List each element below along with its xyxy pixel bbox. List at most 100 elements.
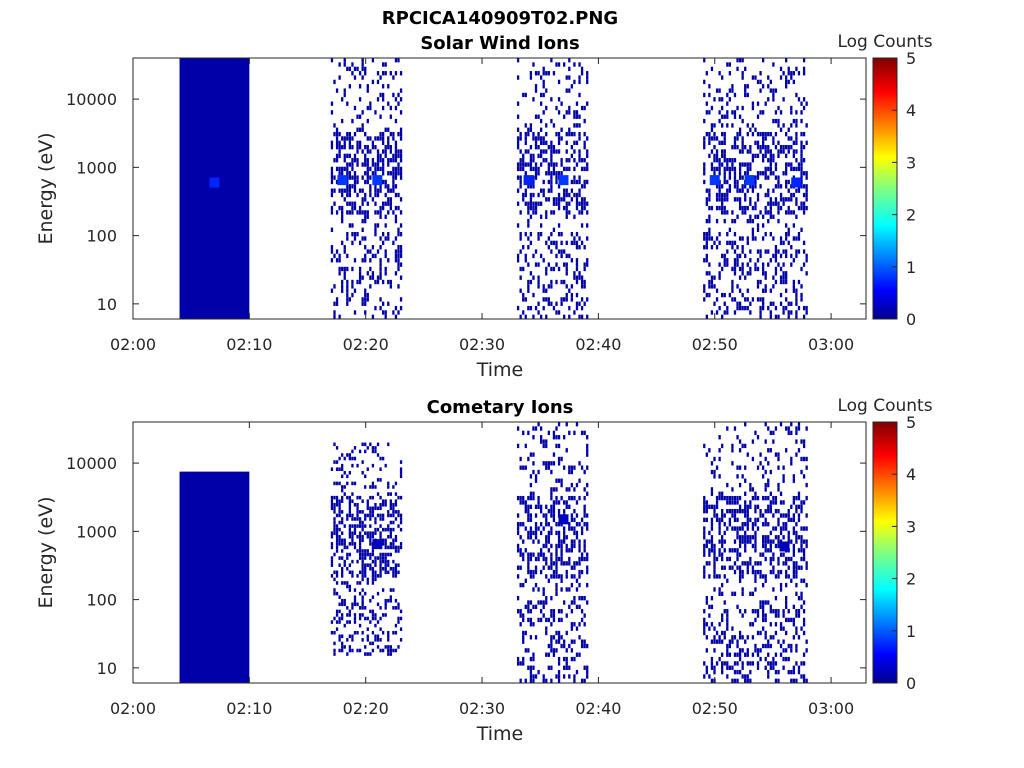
cell <box>522 613 525 618</box>
cell <box>542 158 545 163</box>
cell <box>557 674 561 679</box>
cell <box>767 188 770 193</box>
cell <box>351 606 354 610</box>
cell <box>557 232 561 237</box>
cell <box>374 485 377 489</box>
cell <box>534 166 538 172</box>
cell <box>741 262 744 267</box>
cell <box>726 426 729 431</box>
cell <box>516 543 520 549</box>
cell <box>782 249 785 254</box>
cell <box>779 75 783 80</box>
cell <box>800 201 803 206</box>
cell <box>733 140 737 145</box>
cell <box>389 531 392 535</box>
cell <box>749 561 752 566</box>
cell <box>779 197 783 202</box>
cell <box>348 510 352 514</box>
peak-3 <box>523 175 534 186</box>
cell <box>369 513 372 518</box>
cell <box>586 136 589 141</box>
cell <box>785 271 788 276</box>
cell <box>338 171 341 176</box>
cell <box>333 253 336 259</box>
cell <box>539 509 543 514</box>
cell <box>756 569 760 575</box>
cell <box>710 639 714 644</box>
cell <box>802 600 806 605</box>
cell <box>746 166 749 172</box>
cell <box>529 305 533 311</box>
cell <box>713 171 716 176</box>
cell <box>545 465 548 470</box>
cell <box>550 158 553 163</box>
cell <box>774 574 778 579</box>
cell <box>394 574 398 578</box>
cell <box>379 559 382 564</box>
cell <box>338 266 341 272</box>
cell <box>785 145 788 150</box>
cell <box>726 179 729 185</box>
cell <box>374 634 377 639</box>
cell <box>754 561 757 566</box>
cell <box>782 71 785 76</box>
cell <box>792 574 796 579</box>
cell <box>586 600 589 605</box>
cell <box>805 205 808 211</box>
cell <box>542 565 545 570</box>
cell <box>346 620 349 624</box>
cell <box>777 201 780 206</box>
cell <box>550 495 553 501</box>
cell <box>733 179 737 185</box>
cell <box>555 556 558 562</box>
cell <box>547 262 550 267</box>
cell <box>746 678 749 683</box>
cell <box>578 158 581 163</box>
cell <box>764 205 767 211</box>
cell <box>557 574 561 579</box>
cell <box>721 491 724 496</box>
cell <box>348 210 352 215</box>
cell <box>353 232 357 237</box>
cell <box>527 604 530 610</box>
cell <box>715 197 719 202</box>
colorbar-label: Log Counts <box>837 32 932 52</box>
cell <box>761 153 765 159</box>
cell <box>379 531 382 535</box>
cell <box>366 499 369 503</box>
cell <box>764 166 767 172</box>
cell <box>761 288 765 293</box>
cell <box>756 465 760 470</box>
cell <box>792 530 796 536</box>
cell <box>568 548 571 553</box>
cell <box>555 279 558 285</box>
cell <box>371 495 375 500</box>
cell <box>797 613 801 618</box>
cell <box>568 430 571 436</box>
cell <box>726 162 729 167</box>
cell <box>774 266 778 272</box>
cell <box>346 288 349 293</box>
cell <box>751 522 755 527</box>
cell <box>795 297 798 302</box>
cell <box>537 504 540 509</box>
cell <box>779 500 783 505</box>
cell <box>381 588 385 592</box>
cell <box>728 522 732 527</box>
cell <box>399 275 403 280</box>
y-tick-label: 10000 <box>66 90 117 109</box>
cell <box>529 127 533 132</box>
cell <box>330 145 334 150</box>
cell <box>563 205 566 211</box>
cell <box>779 301 783 306</box>
cell <box>586 223 589 228</box>
cell <box>703 140 706 145</box>
cell <box>335 495 339 500</box>
cell <box>580 314 584 319</box>
cell <box>392 131 395 137</box>
colorbar-gradient <box>872 421 898 684</box>
cell <box>787 556 790 562</box>
cell <box>371 158 375 163</box>
cell <box>718 530 721 536</box>
cell <box>374 110 377 115</box>
